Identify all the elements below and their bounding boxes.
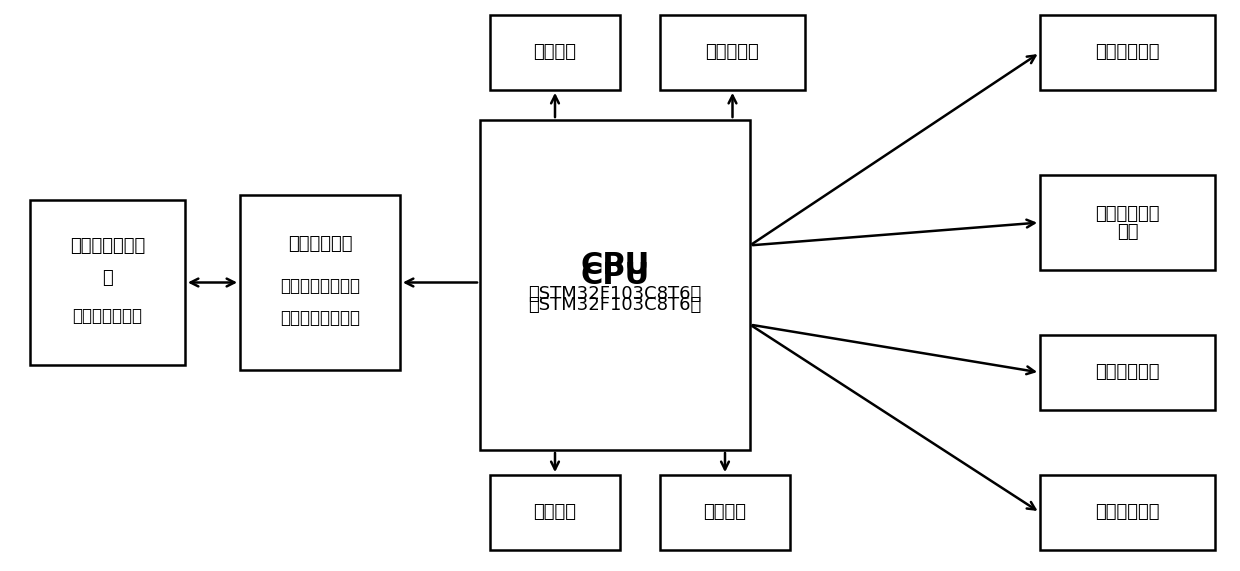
Bar (490, 475, 620, 550)
Text: 低功耗管理: 低功耗管理 (706, 43, 759, 62)
Text: 充电激活: 充电激活 (533, 43, 577, 62)
Text: CPU: CPU (580, 251, 650, 279)
Text: 采样: 采样 (1117, 223, 1138, 240)
Text: 硬件二次防护电: 硬件二次防护电 (69, 237, 145, 255)
Text: 路: 路 (102, 268, 113, 287)
Bar (1040, 335, 1215, 410)
Bar (490, 15, 620, 90)
Text: 均衡管理: 均衡管理 (533, 504, 577, 521)
Text: （过充、过放、过: （过充、过放、过 (280, 277, 360, 295)
Bar (660, 15, 805, 90)
Text: 电芯电压采样: 电芯电压采样 (1095, 43, 1159, 62)
Bar (1040, 175, 1215, 270)
Bar (660, 475, 790, 550)
Bar (241, 195, 401, 370)
Text: 电池组总电压: 电池组总电压 (1095, 204, 1159, 223)
Text: 电池电流采样: 电池电流采样 (1095, 364, 1159, 381)
Text: CPU: CPU (580, 262, 650, 291)
Text: （STM32F103C8T6）: （STM32F103C8T6） (528, 296, 702, 314)
Text: （STM32F103C8T6）: （STM32F103C8T6） (528, 285, 702, 303)
Bar (480, 120, 750, 450)
Text: 软件升级: 软件升级 (703, 504, 746, 521)
Bar (1040, 475, 1215, 550)
Bar (1040, 15, 1215, 90)
Text: 逻辑保护判断: 逻辑保护判断 (288, 235, 352, 253)
Text: 流、过温、短路）: 流、过温、短路） (280, 308, 360, 327)
Text: 电芯温度采样: 电芯温度采样 (1095, 504, 1159, 521)
Text: （过充、过放）: （过充、过放） (72, 307, 143, 324)
Bar (30, 200, 185, 365)
